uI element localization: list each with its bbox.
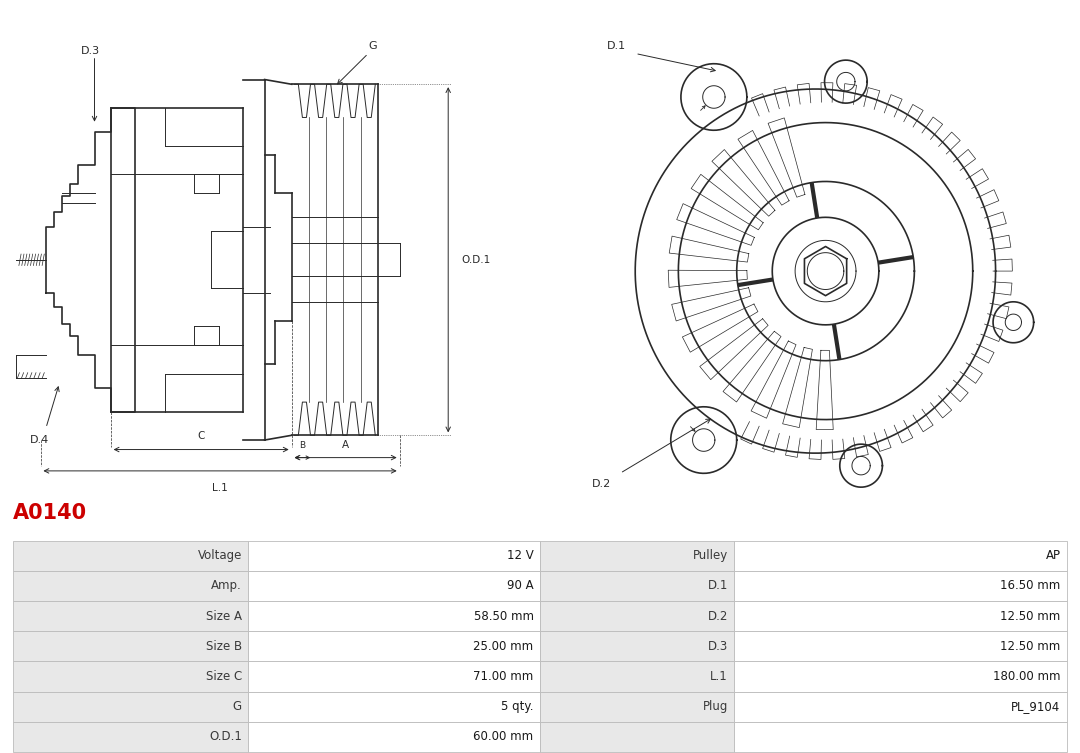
Text: B: B xyxy=(299,441,306,450)
Bar xyxy=(734,722,1067,752)
Bar xyxy=(734,571,1067,601)
Bar xyxy=(734,661,1067,691)
Bar xyxy=(540,571,734,601)
Text: Size B: Size B xyxy=(206,640,242,653)
Text: D.1: D.1 xyxy=(707,579,728,593)
Bar xyxy=(540,631,734,661)
Text: A0140: A0140 xyxy=(13,503,87,523)
Bar xyxy=(13,661,248,691)
Text: L.1: L.1 xyxy=(711,670,728,683)
Text: 58.50 mm: 58.50 mm xyxy=(473,609,534,623)
Bar xyxy=(13,571,248,601)
Bar xyxy=(248,691,540,722)
Text: A: A xyxy=(342,441,349,450)
Bar xyxy=(248,722,540,752)
Bar xyxy=(13,722,248,752)
Bar xyxy=(248,541,540,571)
Bar xyxy=(734,541,1067,571)
Bar xyxy=(13,631,248,661)
Bar xyxy=(248,661,540,691)
Bar xyxy=(248,571,540,601)
Text: PL_9104: PL_9104 xyxy=(1011,700,1061,713)
Text: Plug: Plug xyxy=(703,700,728,713)
Bar xyxy=(248,601,540,631)
Text: Voltage: Voltage xyxy=(198,549,242,562)
Bar xyxy=(540,661,734,691)
Bar xyxy=(540,722,734,752)
Text: 12.50 mm: 12.50 mm xyxy=(1000,640,1061,653)
Text: D.1: D.1 xyxy=(607,41,626,50)
Bar xyxy=(540,541,734,571)
Text: Size C: Size C xyxy=(205,670,242,683)
Bar xyxy=(734,691,1067,722)
Text: 12 V: 12 V xyxy=(507,549,534,562)
Text: O.D.1: O.D.1 xyxy=(210,730,242,743)
Text: D.3: D.3 xyxy=(81,46,100,56)
Text: 12.50 mm: 12.50 mm xyxy=(1000,609,1061,623)
Text: AP: AP xyxy=(1045,549,1061,562)
Text: Pulley: Pulley xyxy=(692,549,728,562)
Bar xyxy=(13,691,248,722)
Bar xyxy=(13,601,248,631)
Bar xyxy=(734,631,1067,661)
Text: 5 qty.: 5 qty. xyxy=(501,700,534,713)
Text: 16.50 mm: 16.50 mm xyxy=(1000,579,1061,593)
Bar xyxy=(734,601,1067,631)
Text: D.2: D.2 xyxy=(592,479,611,489)
Text: Amp.: Amp. xyxy=(212,579,242,593)
Text: 90 A: 90 A xyxy=(507,579,534,593)
Text: D.4: D.4 xyxy=(30,435,49,445)
Bar xyxy=(248,631,540,661)
Text: D.2: D.2 xyxy=(707,609,728,623)
Text: 180.00 mm: 180.00 mm xyxy=(994,670,1061,683)
Text: 60.00 mm: 60.00 mm xyxy=(473,730,534,743)
Text: D.3: D.3 xyxy=(707,640,728,653)
Text: L.1: L.1 xyxy=(212,483,228,492)
Bar xyxy=(540,601,734,631)
Text: Size A: Size A xyxy=(206,609,242,623)
Text: 71.00 mm: 71.00 mm xyxy=(473,670,534,683)
Text: G: G xyxy=(233,700,242,713)
Text: G: G xyxy=(368,41,377,51)
Bar xyxy=(13,541,248,571)
Text: 25.00 mm: 25.00 mm xyxy=(473,640,534,653)
Bar xyxy=(540,691,734,722)
Text: C: C xyxy=(198,431,205,441)
Text: O.D.1: O.D.1 xyxy=(462,255,491,265)
